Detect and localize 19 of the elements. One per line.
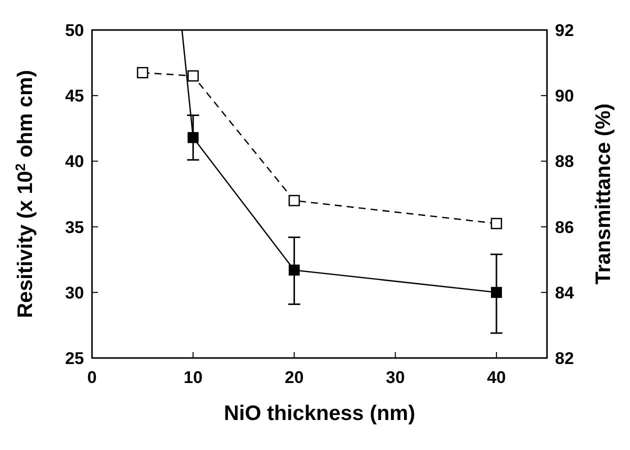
y2-tick-label: 90 [555,86,574,106]
y2-tick-label: 88 [555,152,574,172]
x-tick-label: 10 [184,368,203,387]
y-tick-label: 30 [65,283,84,302]
y-tick-label: 35 [65,218,84,237]
x-tick-label: 30 [386,368,405,387]
y2-axis-title: Transmittance (%) [592,104,615,284]
y2-tick-label: 92 [555,21,574,40]
x-tick-label: 0 [87,368,97,387]
y-tick-label: 40 [65,152,84,172]
y-tick-label: 45 [65,86,84,106]
x-axis-title: NiO thickness (nm) [224,402,416,425]
y2-tick-label: 86 [555,218,574,237]
y-tick-label: 50 [65,21,84,40]
x-tick-label: 40 [486,368,506,387]
x-tick-label: 20 [284,368,304,387]
y-tick-label: 25 [65,349,84,368]
y2-tick-label: 82 [555,349,574,368]
y2-tick-label: 84 [555,283,574,302]
